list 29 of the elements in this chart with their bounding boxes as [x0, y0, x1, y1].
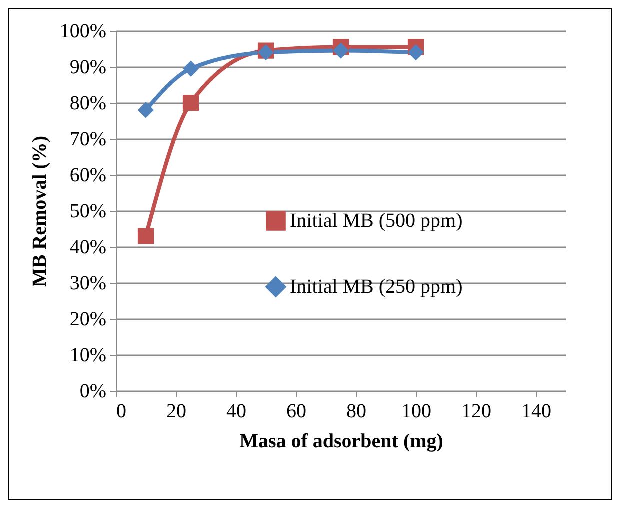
y-tick-label: 70% [70, 128, 106, 150]
y-tick-label: 100% [60, 20, 106, 42]
point [408, 44, 424, 61]
x-axis-title: Masa of adsorbent (mg) [240, 430, 444, 452]
y-tick-label: 30% [70, 272, 106, 294]
y-tick-label: 60% [70, 164, 106, 186]
y-axis-title: MB Removal (%) [28, 136, 51, 288]
point [138, 228, 154, 244]
legend-label: Initial MB (500 ppm) [290, 210, 463, 232]
point [138, 102, 154, 118]
x-tick-label: 0 [116, 400, 126, 422]
x-tick-label: 20 [166, 400, 186, 422]
point [332, 42, 350, 59]
legend-label: Initial MB (250 ppm) [290, 276, 463, 298]
y-tick-label: 90% [70, 56, 106, 78]
x-tick-label: 140 [522, 400, 552, 422]
y-tick-label: 80% [70, 92, 106, 114]
x-tick-label: 120 [462, 400, 492, 422]
y-tick-label: 0% [80, 380, 106, 402]
x-tick-label: 40 [226, 400, 246, 422]
y-tick-label: 50% [70, 200, 106, 222]
x-tick-label: 60 [286, 400, 306, 422]
point [182, 60, 200, 77]
y-tick-label: 20% [70, 308, 106, 330]
x-tick-label: 100 [402, 400, 432, 422]
x-tick-label: 80 [346, 400, 366, 422]
y-tick-label: 40% [70, 236, 106, 258]
point [182, 94, 200, 112]
y-tick-label: 10% [70, 344, 106, 366]
